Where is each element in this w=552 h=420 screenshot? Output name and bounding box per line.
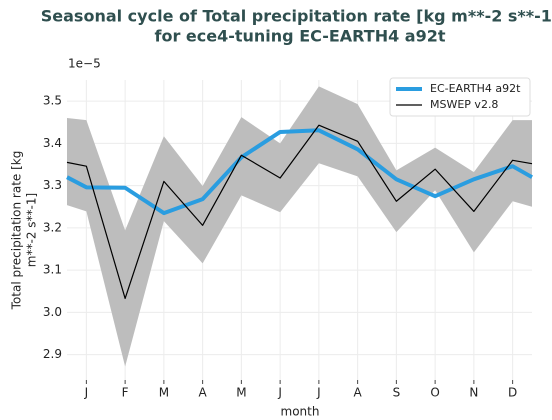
legend-box <box>389 77 531 117</box>
x-tick-label: O <box>430 386 439 400</box>
y-axis-label-line: m**-2 s**-1] <box>25 193 39 267</box>
x-tick-label: N <box>469 386 478 400</box>
x-tick-label: J <box>84 386 89 400</box>
x-tick-label: S <box>393 386 401 400</box>
x-tick-label: M <box>236 386 246 400</box>
y-axis-label-line: Total precipitation rate [kg <box>10 151 24 311</box>
offset-label: 1e−5 <box>68 57 101 71</box>
series-line <box>66 128 533 216</box>
x-tick-label: A <box>199 386 208 400</box>
y-tick-label: 3.3 <box>43 178 62 192</box>
x-tick-label: J <box>277 386 282 400</box>
legend-label: MSWEP v2.8 <box>430 98 498 111</box>
y-axis-label: Total precipitation rate [kg m**-2 s**-1… <box>10 151 39 311</box>
x-tick-label: D <box>508 386 517 400</box>
y-tick-label: 2.9 <box>43 347 62 361</box>
x-axis-label: month <box>281 405 320 419</box>
spread-band <box>67 86 532 367</box>
x-tick-label: F <box>122 386 129 400</box>
legend-label: EC-EARTH4 a92t <box>430 82 521 95</box>
series-line <box>66 124 533 300</box>
y-tick-label: 3.5 <box>43 94 62 108</box>
x-tick-label: A <box>354 386 363 400</box>
chart-title: Seasonal cycle of Total precipitation ra… <box>41 7 552 26</box>
chart-title: for ece4-tuning EC-EARTH4 a92t <box>154 27 445 46</box>
y-tick-label: 3.4 <box>43 136 62 150</box>
x-tick-label: J <box>316 386 321 400</box>
legend: EC-EARTH4 a92t MSWEP v2.8 <box>389 77 531 117</box>
y-tick-label: 3.1 <box>43 263 62 277</box>
y-tick-label: 3.0 <box>43 305 62 319</box>
x-tick-label: M <box>159 386 169 400</box>
y-tick-label: 3.2 <box>43 220 62 234</box>
